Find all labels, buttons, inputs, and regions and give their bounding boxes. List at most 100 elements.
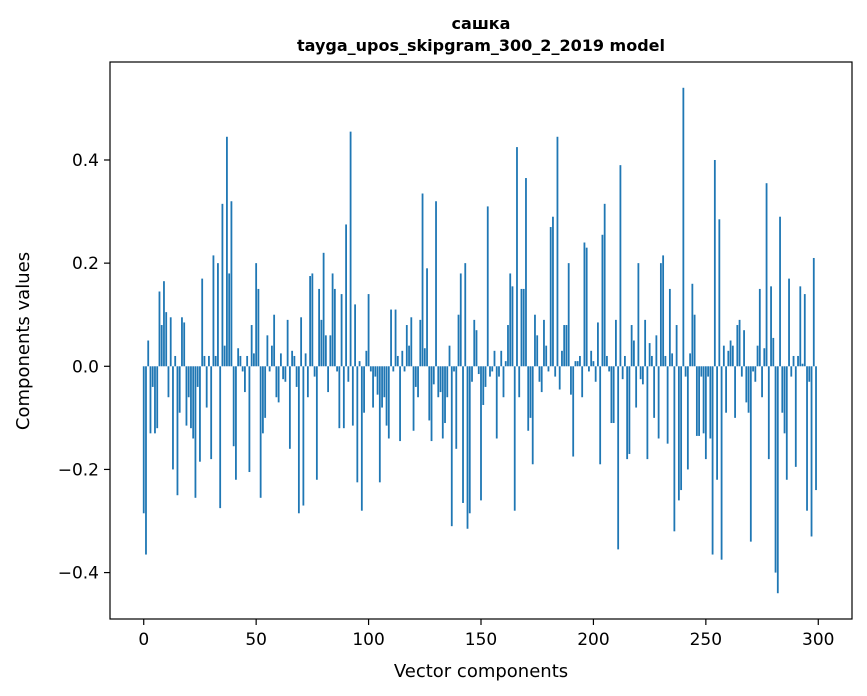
y-axis-ticks: −0.4 −0.2 0.0 0.2 0.4: [58, 151, 110, 584]
bar-29: [208, 355, 210, 367]
bar-169: [522, 288, 525, 367]
bar-38: [228, 273, 231, 367]
bar-177: [540, 366, 543, 393]
bar-11: [167, 366, 170, 398]
bar-290: [794, 366, 797, 467]
bar-223: [644, 319, 647, 367]
bar-227: [653, 366, 656, 418]
bar-36: [223, 345, 226, 367]
bar-131: [437, 366, 440, 398]
bar-286: [785, 366, 788, 480]
bar-135: [446, 366, 449, 398]
bar-65: [288, 366, 291, 449]
bar-134: [444, 366, 446, 424]
bar-151: [482, 366, 485, 405]
bar-258: [722, 345, 725, 367]
bar-41: [235, 366, 237, 480]
bar-241: [684, 366, 687, 377]
bar-239: [680, 366, 683, 491]
bar-280: [772, 337, 775, 367]
bar-201: [594, 366, 597, 382]
bar-87: [338, 366, 341, 429]
bar-171: [527, 366, 530, 431]
bar-226: [650, 355, 653, 367]
bar-4: [151, 366, 154, 387]
bar-43: [239, 355, 242, 367]
bar-25: [199, 366, 201, 462]
bar-250: [704, 366, 707, 460]
bar-68: [295, 366, 298, 387]
bar-262: [731, 345, 734, 367]
bar-173: [531, 366, 534, 465]
y-axis-label: Components values: [13, 252, 34, 430]
x-tick-label: 100: [352, 630, 384, 650]
bar-293: [801, 363, 804, 367]
bar-275: [761, 366, 763, 398]
bar-98: [363, 366, 365, 413]
bar-115: [401, 350, 404, 367]
bar-163: [509, 273, 512, 367]
bar-90: [345, 224, 347, 367]
bar-34: [219, 366, 222, 509]
bar-24: [196, 366, 199, 387]
bar-55: [266, 335, 269, 367]
bar-196: [583, 242, 586, 367]
bar-213: [621, 366, 624, 380]
bars-group: [142, 87, 817, 594]
bar-27: [203, 355, 206, 367]
bar-281: [774, 366, 777, 573]
bar-67: [293, 355, 296, 367]
bar-159: [500, 350, 503, 367]
bar-86: [336, 366, 338, 372]
bar-185: [558, 366, 561, 390]
bar-143: [464, 263, 467, 367]
bar-259: [725, 366, 727, 413]
bar-284: [781, 366, 784, 413]
bar-126: [426, 268, 428, 367]
bar-148: [475, 330, 478, 367]
bar-53: [262, 366, 264, 434]
bar-298: [812, 257, 815, 367]
bar-254: [713, 159, 716, 367]
bar-181: [549, 227, 552, 367]
bar-221: [639, 366, 642, 380]
bar-19: [185, 366, 188, 426]
bar-16: [178, 366, 181, 413]
bar-276: [763, 348, 766, 367]
bar-299: [815, 366, 817, 491]
bar-3: [149, 366, 152, 434]
bar-8: [160, 325, 163, 367]
bar-283: [779, 216, 781, 367]
bar-217: [630, 325, 633, 367]
bar-247: [698, 366, 700, 436]
bar-174: [534, 314, 536, 367]
x-tick-label: 50: [245, 630, 267, 650]
bar-106: [381, 366, 383, 408]
bar-297: [810, 366, 813, 537]
bar-252: [709, 366, 712, 439]
bar-139: [455, 366, 458, 449]
bar-99: [365, 350, 368, 367]
bar-119: [410, 317, 413, 367]
bar-209: [612, 366, 615, 424]
bar-123: [419, 319, 422, 367]
bar-246: [695, 366, 698, 436]
bar-74: [309, 276, 312, 367]
bar-101: [369, 366, 372, 372]
bar-44: [241, 366, 244, 372]
bar-93: [351, 366, 354, 426]
bar-5: [154, 366, 156, 434]
bar-125: [423, 348, 426, 367]
bar-167: [518, 366, 521, 398]
bar-48: [250, 325, 253, 367]
bar-150: [480, 366, 482, 501]
bar-197: [585, 247, 588, 367]
bar-255: [716, 366, 718, 480]
bar-189: [567, 263, 570, 367]
y-tick-label: 0.4: [72, 151, 99, 171]
bar-183: [554, 366, 557, 377]
bar-274: [758, 288, 761, 367]
bar-1: [145, 366, 147, 555]
bar-218: [633, 340, 635, 367]
